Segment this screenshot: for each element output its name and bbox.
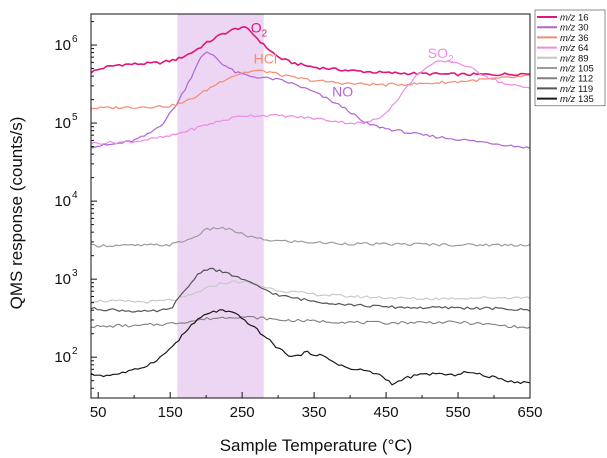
series-layer (90, 25, 531, 386)
series-line-m-z-89 (90, 280, 531, 304)
legend-entry: m/z 16 (560, 13, 589, 24)
series-line-m-z-119 (90, 267, 531, 313)
legend-entry: m/z 30 (560, 23, 589, 34)
series-line-m-z-16 (90, 25, 530, 77)
y-tick-label: 10 (54, 349, 71, 366)
legend-entry-value: 135 (578, 94, 594, 105)
x-tick-label: 650 (517, 404, 542, 421)
y-tick-label: 10 (54, 193, 71, 210)
series-line-m-z-135 (90, 309, 531, 386)
series-line-m-z-105 (90, 226, 531, 248)
y-tick-exponent: 2 (72, 346, 78, 357)
x-tick-label: 350 (302, 404, 327, 421)
legend-entry-value: 30 (578, 23, 589, 34)
legend-entry: m/z 105 (560, 64, 594, 75)
x-tick-label: 550 (446, 404, 471, 421)
x-tick-label: 50 (90, 404, 107, 421)
series-annotation: HCl (254, 51, 277, 67)
x-axis-label: Sample Temperature (°C) (220, 436, 413, 455)
legend: m/z 16m/z 30m/z 36m/z 64m/z 89m/z 105m/z… (534, 9, 606, 107)
legend-entry-prefix: m/z (560, 33, 578, 44)
legend-entry-value: 16 (578, 13, 589, 24)
legend-entry-value: 64 (578, 43, 589, 54)
y-tick-label: 10 (54, 37, 71, 54)
legend-entry-prefix: m/z (560, 23, 578, 34)
y-axis-label: QMS response (counts/s) (7, 117, 26, 310)
series-annotation: NO (332, 83, 353, 99)
legend-entry: m/z 36 (560, 33, 589, 44)
legend-entry-prefix: m/z (560, 84, 578, 95)
legend-entry-prefix: m/z (560, 94, 578, 105)
series-line-m-z-64 (90, 59, 531, 145)
annotation-subscript: 2 (448, 54, 454, 65)
legend-entry-value: 105 (578, 64, 594, 75)
series-line-m-z-36 (90, 69, 531, 110)
x-tick-label: 150 (158, 404, 183, 421)
legend-entry: m/z 89 (560, 53, 589, 64)
y-tick-exponent: 4 (72, 190, 78, 201)
legend-entry-prefix: m/z (560, 74, 578, 85)
y-tick-exponent: 6 (72, 34, 78, 45)
series-line-m-z-112 (90, 315, 531, 329)
legend-entry-value: 89 (578, 53, 589, 64)
y-tick-label: 10 (54, 115, 71, 132)
legend-entry-prefix: m/z (560, 13, 578, 24)
legend-entry: m/z 64 (560, 43, 589, 54)
legend-entry-prefix: m/z (560, 64, 578, 75)
legend-entry-value: 36 (578, 33, 589, 44)
x-tick-label: 250 (230, 404, 255, 421)
legend-entry-prefix: m/z (560, 43, 578, 54)
legend-entry-value: 119 (578, 84, 593, 95)
series-line-m-z-30 (90, 51, 531, 150)
legend-entry: m/z 112 (560, 74, 593, 85)
y-tick-exponent: 5 (72, 112, 78, 123)
legend-entry: m/z 135 (560, 94, 594, 105)
legend-entry-value: 112 (578, 74, 593, 85)
legend-entry-prefix: m/z (560, 53, 578, 64)
plot-frame (90, 13, 531, 399)
legend-entry: m/z 119 (560, 84, 593, 95)
annotation-subscript: 2 (262, 28, 268, 39)
x-tick-label: 450 (374, 404, 399, 421)
y-tick-exponent: 3 (72, 268, 78, 279)
y-tick-label: 10 (54, 271, 71, 288)
series-annotation: SO2 (428, 45, 454, 65)
